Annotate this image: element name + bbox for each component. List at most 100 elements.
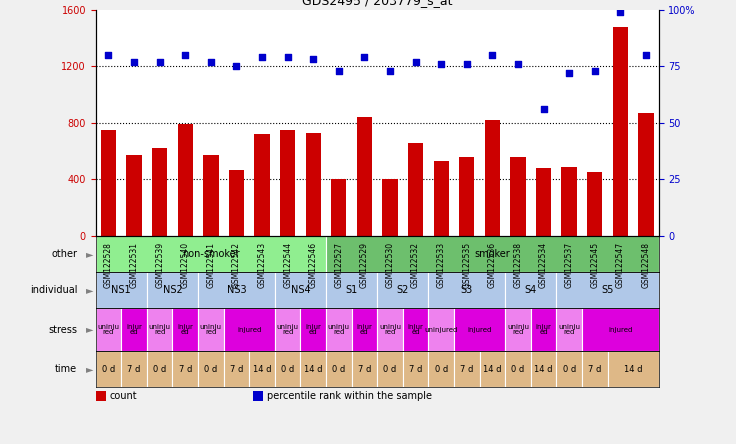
Text: uninju
red: uninju red: [277, 324, 299, 335]
Bar: [480, 351, 505, 387]
Point: [589, 67, 601, 74]
Bar: [382, 179, 397, 236]
Text: 7 d: 7 d: [127, 365, 141, 374]
Bar: [177, 124, 193, 236]
Bar: [408, 143, 423, 236]
Text: count: count: [110, 391, 138, 400]
Bar: [428, 308, 454, 351]
Text: uninju
red: uninju red: [507, 324, 529, 335]
Bar: [454, 308, 505, 351]
Text: injur
ed: injur ed: [305, 324, 321, 335]
Bar: [326, 351, 352, 387]
Bar: [556, 272, 659, 308]
Bar: [198, 351, 224, 387]
Point: [230, 63, 242, 70]
Bar: [96, 391, 106, 400]
Text: injur
ed: injur ed: [356, 324, 372, 335]
Bar: [305, 133, 321, 236]
Text: smoker: smoker: [475, 249, 510, 259]
Bar: [510, 157, 526, 236]
Text: 14 d: 14 d: [534, 365, 553, 374]
Text: 7 d: 7 d: [409, 365, 422, 374]
Text: individual: individual: [29, 285, 77, 295]
Text: ►: ►: [85, 325, 93, 334]
Bar: [275, 272, 326, 308]
Text: 0 d: 0 d: [153, 365, 166, 374]
Text: 0 d: 0 d: [562, 365, 576, 374]
Bar: [331, 179, 347, 236]
Bar: [198, 272, 275, 308]
Bar: [377, 351, 403, 387]
Text: uninju
red: uninju red: [328, 324, 350, 335]
Bar: [505, 272, 556, 308]
Bar: [505, 351, 531, 387]
Bar: [326, 308, 352, 351]
Point: [538, 106, 550, 113]
Bar: [505, 308, 531, 351]
Text: 14 d: 14 d: [624, 365, 643, 374]
Text: injur
ed: injur ed: [177, 324, 193, 335]
Bar: [428, 351, 454, 387]
Bar: [300, 308, 326, 351]
Bar: [275, 351, 300, 387]
Bar: [434, 161, 449, 236]
Bar: [531, 308, 556, 351]
Bar: [536, 168, 551, 236]
Bar: [582, 351, 607, 387]
Text: injured: injured: [237, 326, 261, 333]
Bar: [357, 117, 372, 236]
Text: 0 d: 0 d: [204, 365, 217, 374]
Point: [256, 54, 268, 61]
Bar: [203, 155, 219, 236]
Bar: [556, 351, 582, 387]
Text: S3: S3: [461, 285, 473, 295]
Point: [205, 58, 216, 65]
Bar: [485, 120, 500, 236]
Text: S4: S4: [525, 285, 537, 295]
Text: 14 d: 14 d: [252, 365, 272, 374]
Text: 0 d: 0 d: [383, 365, 397, 374]
Text: NS2: NS2: [163, 285, 183, 295]
Text: ►: ►: [85, 249, 93, 259]
Bar: [147, 272, 198, 308]
Bar: [172, 351, 198, 387]
Bar: [352, 308, 377, 351]
Bar: [638, 113, 654, 236]
Point: [435, 60, 447, 67]
Point: [512, 60, 524, 67]
Bar: [96, 272, 147, 308]
Bar: [587, 172, 602, 236]
Point: [282, 54, 294, 61]
Text: 0 d: 0 d: [102, 365, 115, 374]
Bar: [96, 308, 121, 351]
Point: [410, 58, 422, 65]
Bar: [531, 351, 556, 387]
Point: [563, 70, 575, 77]
Point: [333, 67, 344, 74]
Text: NS1: NS1: [111, 285, 131, 295]
Text: non-smoker: non-smoker: [182, 249, 240, 259]
Bar: [147, 308, 172, 351]
Text: injured: injured: [467, 326, 492, 333]
Text: S2: S2: [397, 285, 409, 295]
Text: uninju
red: uninju red: [379, 324, 401, 335]
Text: 7 d: 7 d: [460, 365, 473, 374]
Text: 14 d: 14 d: [483, 365, 502, 374]
Text: 0 d: 0 d: [332, 365, 345, 374]
Bar: [172, 308, 198, 351]
Text: 0 d: 0 d: [281, 365, 294, 374]
Point: [154, 58, 166, 65]
Text: time: time: [55, 364, 77, 374]
Bar: [275, 308, 300, 351]
Bar: [253, 391, 263, 400]
Bar: [147, 351, 172, 387]
Bar: [280, 130, 295, 236]
Bar: [255, 134, 269, 236]
Point: [384, 67, 396, 74]
Bar: [556, 308, 582, 351]
Bar: [377, 272, 428, 308]
Text: 7 d: 7 d: [230, 365, 243, 374]
Bar: [101, 130, 116, 236]
Text: NS4: NS4: [291, 285, 311, 295]
Text: 7 d: 7 d: [179, 365, 192, 374]
